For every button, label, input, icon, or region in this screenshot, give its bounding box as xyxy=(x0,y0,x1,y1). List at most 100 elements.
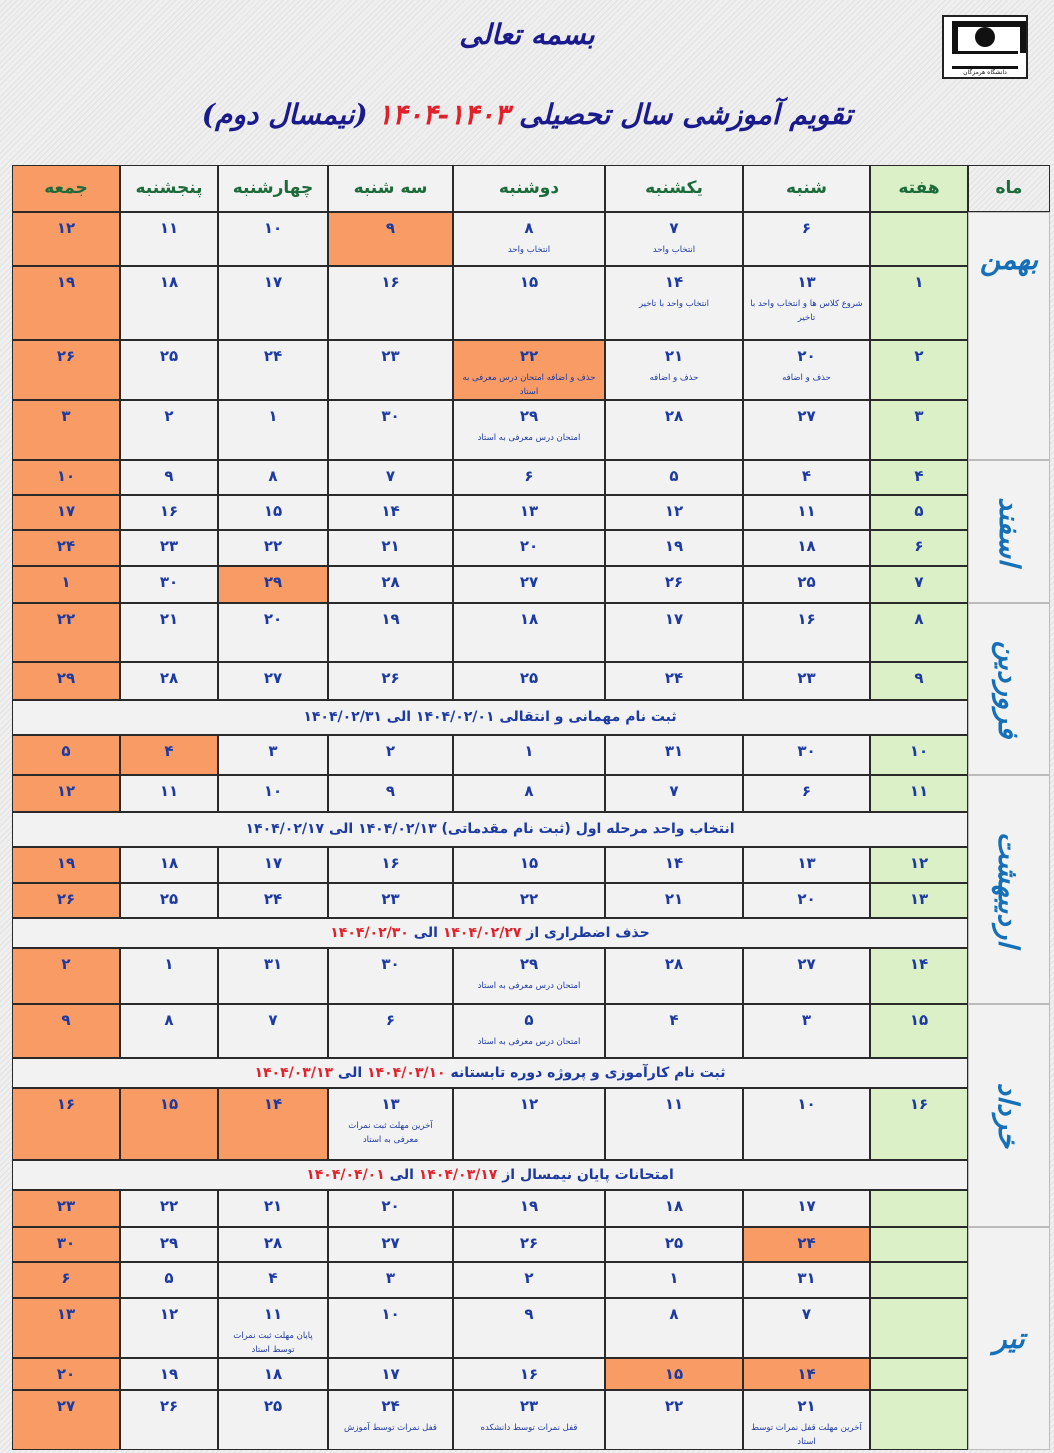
day-cell: ۲۶ xyxy=(328,662,453,700)
day-cell: ۳ xyxy=(12,400,120,460)
day-cell: ۱۷ xyxy=(743,1190,870,1227)
day-number: ۱۲ xyxy=(56,219,76,237)
day-cell: ۲۰ xyxy=(12,1358,120,1390)
title-part: ۱۴۰۳-۱۴۰۴ xyxy=(377,98,510,131)
day-cell: ۲۰ حذف و اضافه xyxy=(743,340,870,400)
day-number: ۲۷ xyxy=(797,955,816,973)
week-number-cell xyxy=(870,212,968,266)
day-cell: ۳ xyxy=(328,1262,453,1298)
week-number: ۵ xyxy=(914,502,924,520)
month-name: خرداد xyxy=(992,1082,1026,1149)
week-number: ۲ xyxy=(914,347,924,365)
week-number: ۱۶ xyxy=(909,1095,929,1113)
day-cell: ۲۰ xyxy=(453,530,605,566)
day-cell: ۱۲ xyxy=(12,775,120,812)
day-cell: ۸ xyxy=(218,460,328,495)
day-cell: ۱۴ xyxy=(743,1358,870,1390)
day-note: شروع کلاس ها و انتخاب واحد با تاخیر xyxy=(750,299,863,323)
day-number: ۱۳ xyxy=(56,1305,76,1323)
day-number: ۱۰ xyxy=(797,1095,816,1113)
day-number: ۲۹ xyxy=(519,955,539,973)
day-cell: ۱۴ xyxy=(605,847,743,883)
day-number: ۲۰ xyxy=(797,890,816,908)
day-number: ۴ xyxy=(164,742,174,760)
day-cell: ۲۸ xyxy=(605,400,743,460)
day-cell: ۱ xyxy=(120,948,218,1004)
day-cell: ۲۱ xyxy=(120,603,218,662)
day-cell: ۱۲ xyxy=(453,1088,605,1160)
day-cell: ۲۵ xyxy=(218,1390,328,1450)
day-cell: ۲۳ xyxy=(743,662,870,700)
day-cell: ۲۷ xyxy=(12,1390,120,1450)
title-part: (نیمسال دوم) xyxy=(201,98,378,131)
day-number: ۲۳ xyxy=(159,537,179,555)
week-number-cell: ۵ xyxy=(870,495,968,530)
week-number: ۱۳ xyxy=(909,890,929,908)
day-number: ۲۰ xyxy=(519,537,539,555)
day-number: ۱۸ xyxy=(159,273,179,291)
banner-text: الی xyxy=(408,925,443,941)
day-cell: ۲۷ xyxy=(743,400,870,460)
day-cell: ۲۲ xyxy=(453,883,605,918)
day-cell: ۸ xyxy=(120,1004,218,1058)
day-note: حذف و اضافه امتحان درس معرفی به استاد xyxy=(462,373,596,397)
day-number: ۳ xyxy=(268,742,278,760)
day-cell: ۲۲ xyxy=(218,530,328,566)
day-number: ۳۰ xyxy=(381,407,400,425)
day-cell: ۲۴ xyxy=(743,1227,870,1262)
day-cell: ۲۵ xyxy=(120,340,218,400)
day-cell: ۱۰ xyxy=(743,1088,870,1160)
week-number-cell: ۱۱ xyxy=(870,775,968,812)
week-number: ۶ xyxy=(914,537,924,555)
day-number: ۳۰ xyxy=(381,955,400,973)
day-cell: ۲ xyxy=(120,400,218,460)
day-number: ۲۳ xyxy=(381,347,400,365)
banner-text: الی xyxy=(333,1065,368,1081)
day-note: حذف و اضافه xyxy=(649,373,699,383)
day-cell: ۴ xyxy=(218,1262,328,1298)
week-number-cell: ۱۶ xyxy=(870,1088,968,1160)
week-number: ۱ xyxy=(914,273,924,291)
day-cell: ۲۳ xyxy=(328,340,453,400)
banner-text: ۱۴۰۴/۰۲/۲۷ xyxy=(442,925,522,941)
day-cell: ۷ xyxy=(605,775,743,812)
day-cell: ۱۶ xyxy=(328,847,453,883)
week-number-cell: ۳ xyxy=(870,400,968,460)
day-cell: ۲۵ xyxy=(120,883,218,918)
day-cell: ۳۰ xyxy=(743,735,870,775)
day-cell: ۲۵ xyxy=(453,662,605,700)
day-number: ۱۶ xyxy=(56,1095,76,1113)
bismillah-heading: بسمه تعالی xyxy=(459,18,595,51)
day-number: ۶ xyxy=(385,1011,396,1029)
day-number: ۲۲ xyxy=(664,1397,684,1415)
week-number-cell: ۴ xyxy=(870,460,968,495)
day-number: ۳ xyxy=(801,1011,812,1029)
day-number: ۲۶ xyxy=(664,573,684,591)
day-cell: ۲۲ xyxy=(605,1390,743,1450)
day-cell: ۱۲ xyxy=(605,495,743,530)
day-number: ۱۰ xyxy=(381,1305,400,1323)
day-cell: ۱۷ xyxy=(12,495,120,530)
day-cell: ۱۳ xyxy=(743,847,870,883)
column-header: جمعه xyxy=(12,165,120,212)
day-cell: ۲۹ xyxy=(12,662,120,700)
day-number: ۴ xyxy=(801,467,812,485)
day-cell: ۴ xyxy=(743,460,870,495)
day-number: ۲۹ xyxy=(519,407,539,425)
day-number: ۱۸ xyxy=(797,537,816,555)
day-cell: ۱۹ xyxy=(605,530,743,566)
month-cell: اردیبهشت xyxy=(968,775,1050,1004)
day-cell: ۲۷ xyxy=(743,948,870,1004)
day-cell: ۲ xyxy=(12,948,120,1004)
day-cell: ۱۴ انتخاب واحد با تاخیر xyxy=(605,266,743,340)
day-cell: ۲۴ xyxy=(218,883,328,918)
day-number: ۲۸ xyxy=(664,955,684,973)
day-number: ۲۶ xyxy=(381,669,400,687)
week-number-cell xyxy=(870,1358,968,1390)
week-number-cell: ۱۳ xyxy=(870,883,968,918)
banner-row: حذف اضطراری از ۱۴۰۴/۰۲/۲۷ الی ۱۴۰۴/۰۲/۳۰ xyxy=(12,918,968,948)
day-number: ۷ xyxy=(669,782,679,800)
day-cell: ۵ xyxy=(120,1262,218,1298)
day-number: ۳۱ xyxy=(664,742,684,760)
day-number: ۸ xyxy=(164,1011,174,1029)
